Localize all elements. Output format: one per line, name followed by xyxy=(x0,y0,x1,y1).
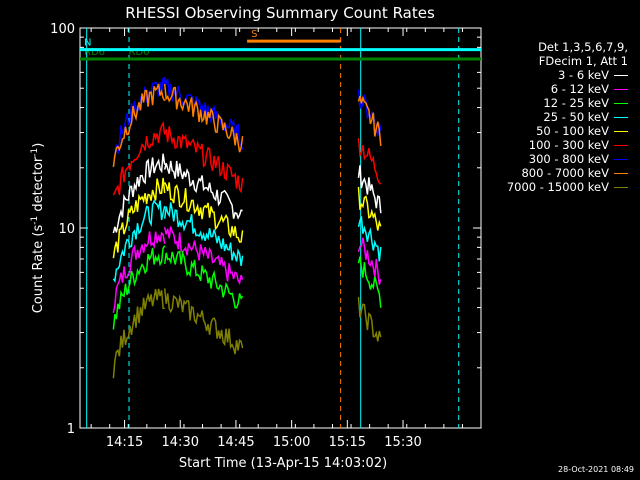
legend-swatch xyxy=(614,186,628,188)
series-line xyxy=(112,83,382,167)
series-line xyxy=(112,245,382,330)
y-tick-label: 1 xyxy=(67,422,75,437)
legend-entry: 100 - 300 keV xyxy=(478,138,628,152)
legend-header-line2: FDecim 1, Att 1 xyxy=(538,54,628,68)
series-line xyxy=(112,153,382,234)
legend-entry-label: 25 - 50 keV xyxy=(543,110,609,124)
x-tick-label: 15:15 xyxy=(329,435,366,450)
legend: Det 1,3,5,6,7,9, FDecim 1, Att 1 3 - 6 k… xyxy=(478,40,628,194)
series-line xyxy=(112,288,382,379)
legend-entry: 50 - 100 keV xyxy=(478,124,628,138)
legend-entry-label: 12 - 25 keV xyxy=(543,96,609,110)
legend-entry: 800 - 7000 keV xyxy=(478,166,628,180)
legend-entry-label: 7000 - 15000 keV xyxy=(506,180,609,194)
legend-entry-label: 3 - 6 keV xyxy=(558,68,609,82)
legend-swatch xyxy=(614,102,628,104)
x-tick-label: 14:45 xyxy=(217,435,254,450)
plot-frame xyxy=(79,27,482,429)
legend-swatch xyxy=(614,74,628,76)
x-tick-label: 15:00 xyxy=(273,435,310,450)
legend-entry: 7000 - 15000 keV xyxy=(478,180,628,194)
flag-label-n: N xyxy=(84,38,91,49)
legend-entry: 12 - 25 keV xyxy=(478,96,628,110)
legend-header-line1: Det 1,3,5,6,7,9, xyxy=(538,40,628,54)
series-line xyxy=(112,199,382,284)
y-tick-label: 100 xyxy=(50,22,75,37)
y-axis-label: Count Rate (s-1 detector-1) xyxy=(30,143,46,314)
series-line xyxy=(112,121,382,196)
y-tick-label: 10 xyxy=(58,222,75,237)
legend-entry: 6 - 12 keV xyxy=(478,82,628,96)
legend-entry-label: 300 - 800 keV xyxy=(528,152,609,166)
timestamp: 28-Oct-2021 08:49 xyxy=(558,465,634,474)
series-line xyxy=(112,226,382,313)
legend-entry-label: 6 - 12 keV xyxy=(550,82,609,96)
legend-swatch xyxy=(614,130,628,132)
flag-label-rd6: RD6 xyxy=(84,47,105,58)
x-tick-label: 14:15 xyxy=(106,435,143,450)
legend-entry-label: 50 - 100 keV xyxy=(536,124,609,138)
legend-swatch xyxy=(614,158,628,160)
legend-swatch xyxy=(614,144,628,146)
x-tick-label: 15:30 xyxy=(384,435,421,450)
series-line xyxy=(112,177,382,259)
flag-label-rd0: RD0 xyxy=(129,47,150,58)
legend-entry: 25 - 50 keV xyxy=(478,110,628,124)
legend-swatch xyxy=(614,172,628,174)
chart-title: RHESSI Observing Summary Count Rates xyxy=(125,4,435,22)
x-tick-label: 14:30 xyxy=(162,435,199,450)
x-axis-label: Start Time (13-Apr-15 14:03:02) xyxy=(179,456,387,471)
legend-entry: 3 - 6 keV xyxy=(478,68,628,82)
legend-swatch xyxy=(614,88,628,90)
legend-entry: 300 - 800 keV xyxy=(478,152,628,166)
legend-entry-label: 100 - 300 keV xyxy=(528,138,609,152)
flag-label-s: S xyxy=(251,29,257,40)
legend-swatch xyxy=(614,116,628,118)
legend-entry-label: 800 - 7000 keV xyxy=(521,166,609,180)
